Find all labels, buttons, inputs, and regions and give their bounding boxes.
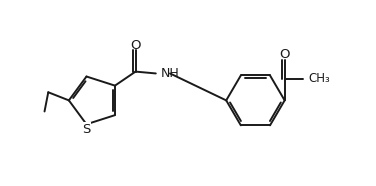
Text: O: O — [279, 48, 290, 61]
Text: NH: NH — [161, 67, 180, 80]
Text: S: S — [82, 123, 91, 136]
Text: CH₃: CH₃ — [308, 73, 330, 86]
Text: O: O — [130, 39, 141, 52]
